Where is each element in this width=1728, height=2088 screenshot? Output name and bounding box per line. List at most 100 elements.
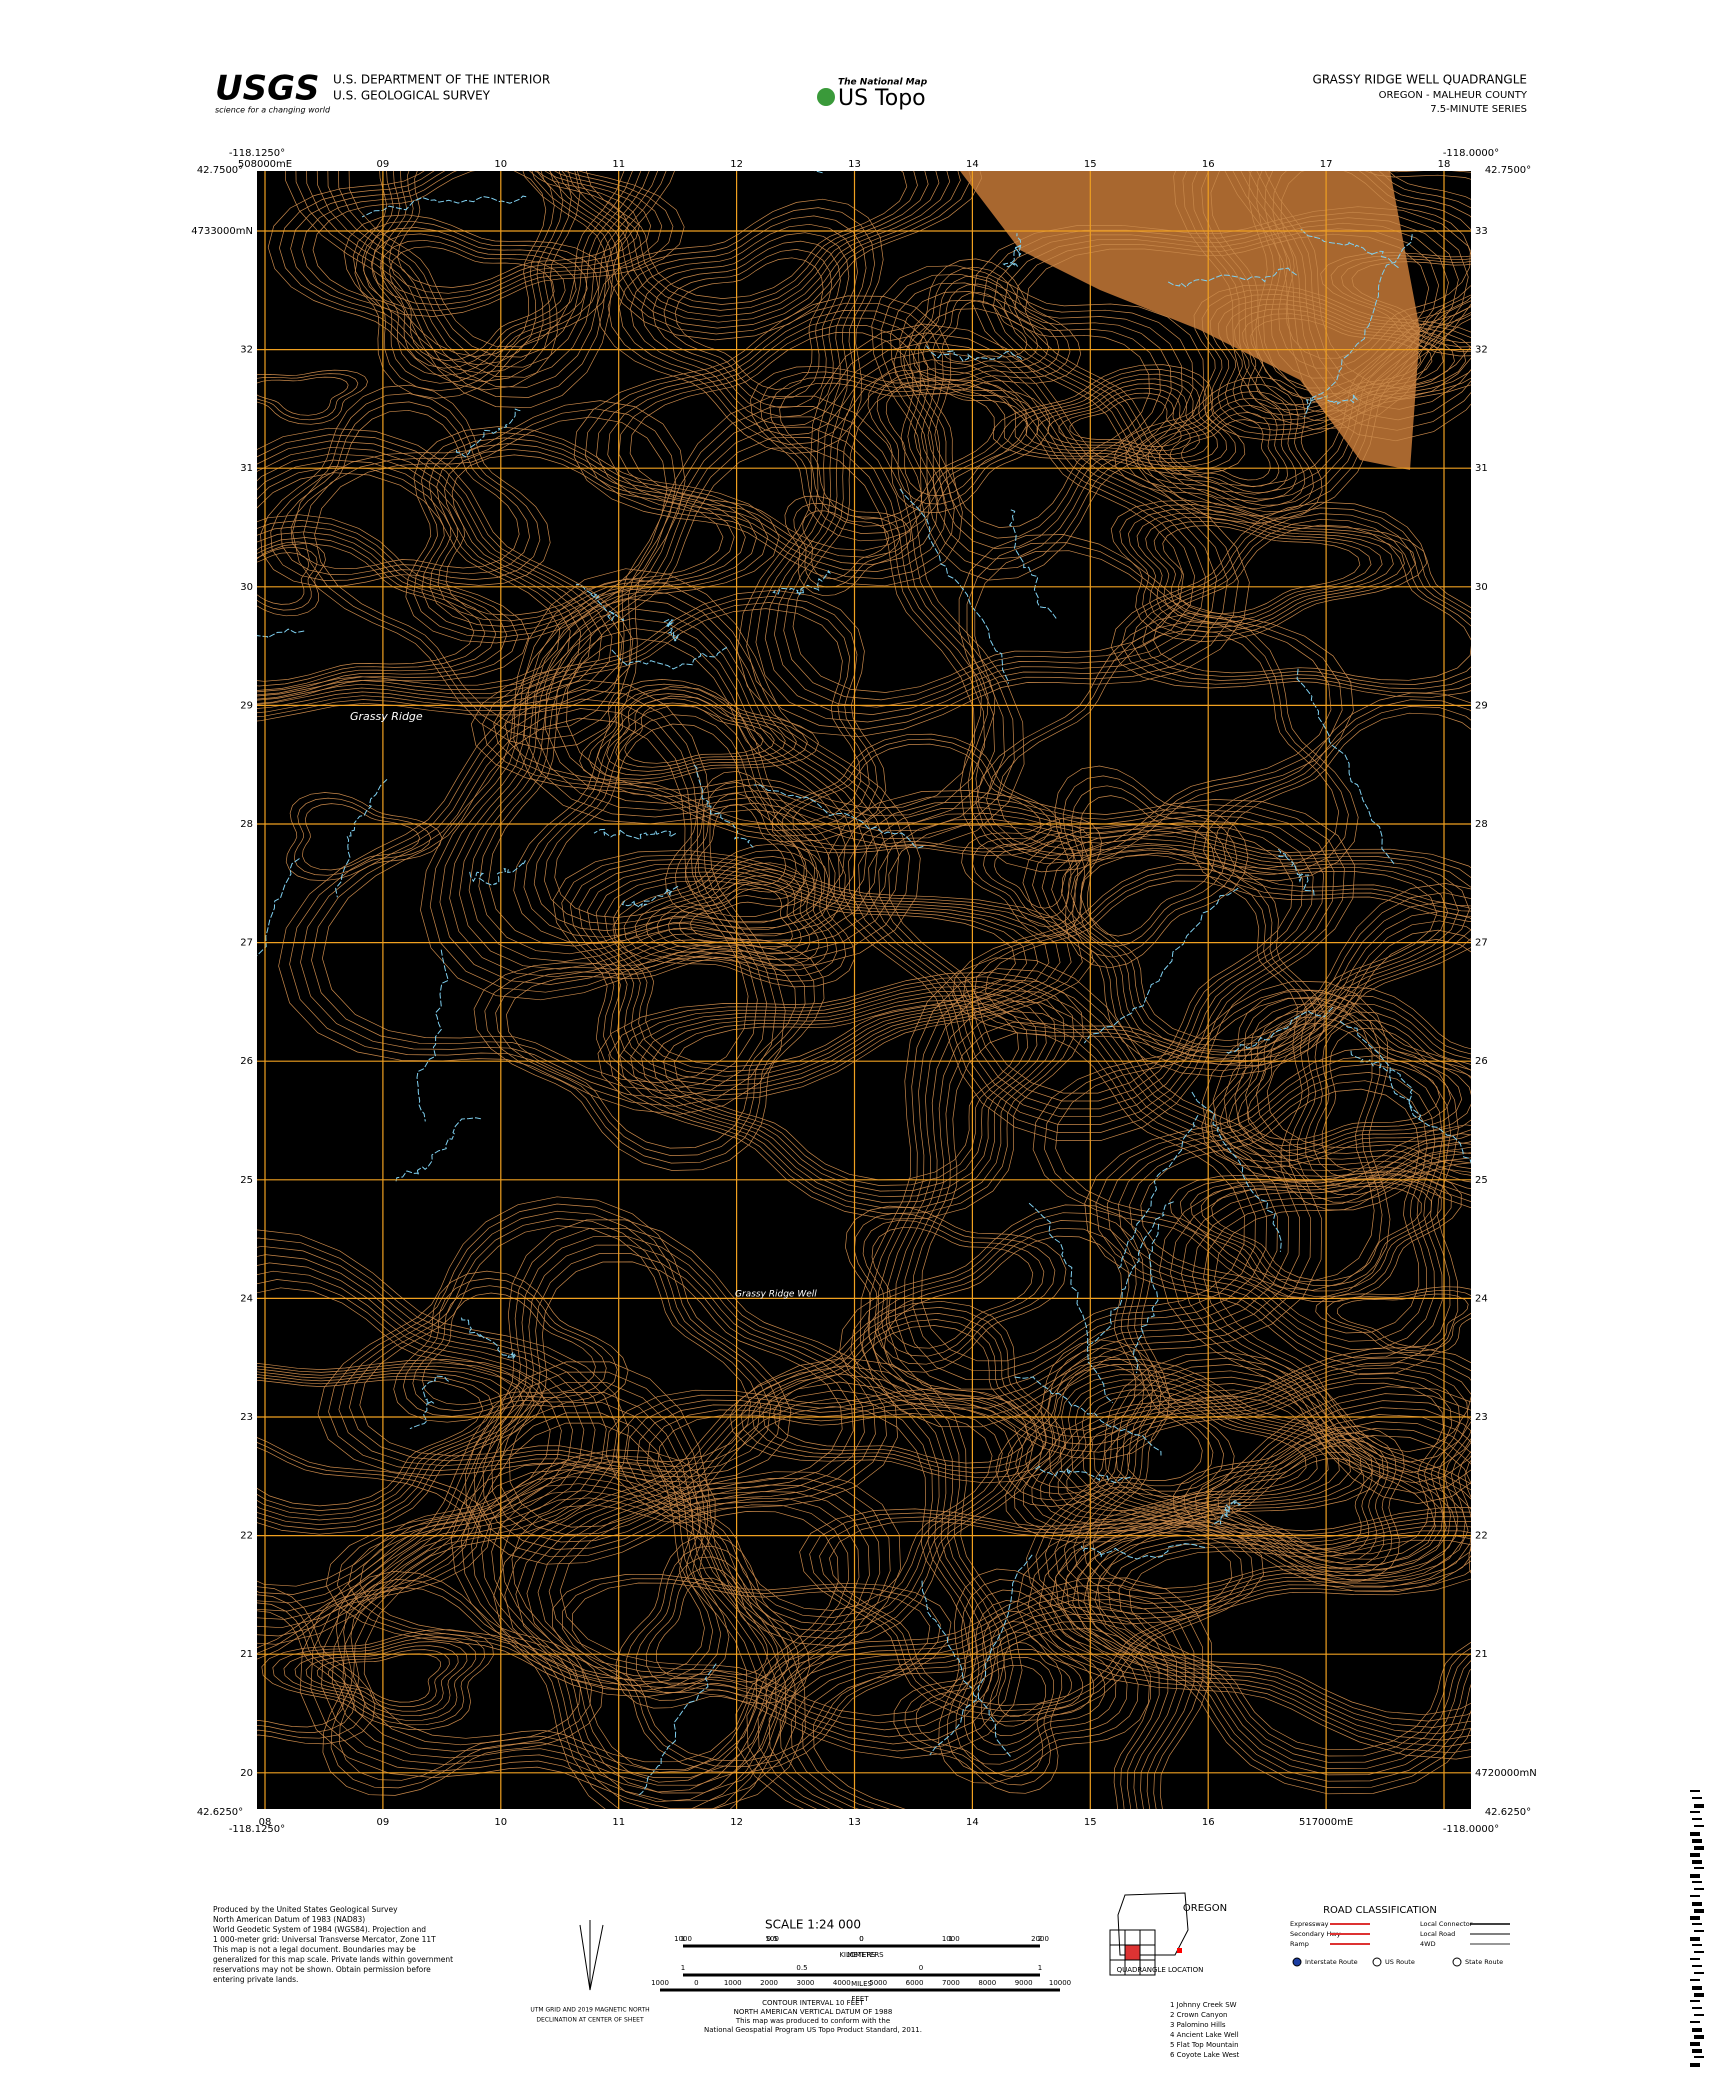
contour bbox=[257, 440, 613, 714]
contour bbox=[1288, 994, 1471, 1203]
stream bbox=[1132, 1223, 1160, 1374]
grid-label: 22 bbox=[1475, 1531, 1488, 1542]
barcode-bar bbox=[1692, 2049, 1702, 2053]
contour bbox=[877, 978, 1300, 1409]
scale-label: 8000 bbox=[978, 1979, 996, 1987]
contour bbox=[421, 437, 758, 633]
contour bbox=[1191, 171, 1471, 413]
barcode-bar bbox=[1692, 1881, 1702, 1883]
stream bbox=[693, 764, 754, 848]
contour bbox=[1228, 1458, 1365, 1550]
contour bbox=[792, 743, 1042, 849]
contour bbox=[1142, 518, 1471, 685]
contour bbox=[998, 1642, 1072, 1718]
contour bbox=[1256, 171, 1471, 389]
contour bbox=[779, 1606, 1178, 1809]
barcode-bar bbox=[1692, 1797, 1702, 1799]
contour bbox=[597, 688, 797, 776]
grid-label: 27 bbox=[240, 938, 253, 949]
contour bbox=[352, 220, 599, 392]
stream bbox=[925, 345, 1024, 362]
contour bbox=[982, 211, 1469, 517]
road-title: ROAD CLASSIFICATION bbox=[1323, 1905, 1437, 1916]
grid-label: 13 bbox=[848, 159, 861, 170]
scale-label: 0 bbox=[859, 1935, 863, 1943]
barcode-bar bbox=[1690, 1958, 1700, 1960]
contour bbox=[257, 552, 310, 605]
contour bbox=[1125, 383, 1314, 513]
contour bbox=[1326, 1289, 1471, 1352]
contour bbox=[801, 1620, 1160, 1809]
contour bbox=[903, 1011, 1267, 1381]
contour bbox=[571, 1582, 931, 1762]
grid-label: 10 bbox=[494, 159, 507, 170]
stream bbox=[1226, 1006, 1334, 1054]
contour bbox=[293, 797, 432, 876]
contour bbox=[272, 1633, 485, 1726]
place-name: Grassy Ridge bbox=[350, 710, 423, 723]
contour bbox=[1055, 997, 1375, 1283]
contour bbox=[1092, 1395, 1436, 1589]
contour bbox=[348, 171, 625, 348]
contour bbox=[1118, 1535, 1471, 1757]
contour bbox=[674, 1004, 1019, 1181]
contour bbox=[694, 804, 787, 890]
contour bbox=[793, 503, 900, 588]
contour bbox=[878, 818, 1304, 1102]
scale-label: 1000 bbox=[942, 1935, 960, 1943]
stream bbox=[1035, 1465, 1133, 1484]
contour bbox=[1211, 1186, 1422, 1281]
grid-label: 23 bbox=[240, 1412, 253, 1423]
contour bbox=[468, 618, 868, 962]
contour bbox=[561, 1578, 941, 1767]
grid-label: 29 bbox=[240, 700, 253, 711]
contour bbox=[522, 171, 983, 341]
tagline: science for a changing world bbox=[215, 106, 331, 115]
contour bbox=[1169, 412, 1280, 487]
grid-label: 12 bbox=[730, 159, 743, 170]
contour bbox=[306, 171, 659, 388]
national-map: The National Map bbox=[838, 78, 928, 88]
stream bbox=[1080, 1543, 1206, 1560]
barcode-bar bbox=[1690, 2000, 1700, 2002]
contour bbox=[1313, 1019, 1471, 1180]
contour bbox=[257, 520, 519, 700]
contour bbox=[578, 862, 1061, 1087]
barcode-bar bbox=[1692, 1902, 1702, 1906]
grid-label: 16 bbox=[1202, 1817, 1215, 1828]
footer-text: This map was produced to conform with th… bbox=[735, 2017, 890, 2025]
contour bbox=[1044, 1364, 1471, 1615]
barcode-bar bbox=[1692, 2028, 1702, 2032]
contour bbox=[257, 369, 368, 425]
contour bbox=[917, 308, 1150, 528]
contour bbox=[1237, 1016, 1452, 1146]
contour bbox=[1057, 1389, 1318, 1516]
barcode-bar bbox=[1694, 1951, 1704, 1953]
contour bbox=[280, 401, 530, 575]
contour bbox=[848, 801, 1335, 1125]
contour bbox=[257, 1446, 470, 1649]
contour bbox=[1219, 1003, 1471, 1158]
contour bbox=[946, 1579, 1139, 1775]
contour bbox=[322, 1570, 604, 1796]
contour bbox=[1107, 1530, 1471, 1763]
contour bbox=[597, 971, 1084, 1220]
contour bbox=[1136, 390, 1306, 506]
contour bbox=[1083, 1428, 1471, 1722]
grid-label: 09 bbox=[377, 1817, 390, 1828]
contour bbox=[1079, 795, 1215, 937]
contour bbox=[993, 217, 1459, 510]
contour bbox=[1145, 516, 1383, 624]
scale-label: 9000 bbox=[1015, 1979, 1033, 1987]
contour bbox=[257, 1362, 535, 1530]
contour bbox=[257, 514, 530, 704]
stream bbox=[899, 488, 1009, 684]
contour bbox=[342, 1402, 767, 1778]
contour bbox=[348, 1461, 714, 1686]
contour bbox=[974, 874, 1307, 1056]
contour bbox=[996, 629, 1340, 869]
grid-label: 25 bbox=[1475, 1175, 1488, 1186]
contour bbox=[437, 448, 735, 622]
grid-label: 29 bbox=[1475, 700, 1488, 711]
footer-text: entering private lands. bbox=[213, 1975, 298, 1984]
